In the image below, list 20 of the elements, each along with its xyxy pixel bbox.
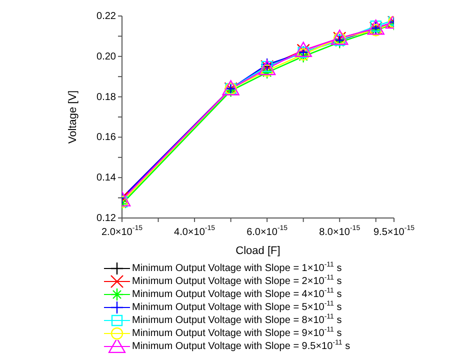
y-axis-title: Voltage [V] (66, 90, 79, 144)
legend-label: Minimum Output Voltage with Slope = 9.5×10$^{-11}$ s (132, 340, 350, 353)
x-tick-label: 4.0×10$^{-15}$ (174, 225, 216, 238)
y-tick-label: 0.12 (96, 212, 116, 224)
x-tick-label: 2.0×10$^{-15}$ (102, 225, 143, 238)
x-tick-label: 9.5×10$^{-15}$ (374, 225, 415, 238)
legend-label: Minimum Output Voltage with Slope = 1×10$^{-11}$ s (132, 262, 342, 274)
legend-label: Minimum Output Voltage with Slope = 9×10$^{-11}$ s (132, 326, 342, 340)
legend-label: Minimum Output Voltage with Slope = 4×10$^{-11}$ s (132, 288, 342, 300)
x-tick-label: 6.0×10$^{-15}$ (246, 225, 288, 238)
legend-label: Minimum Output Voltage with Slope = 8×10$^{-11}$ s (132, 314, 342, 326)
y-tick-label: 0.16 (96, 132, 116, 143)
y-tick-label: 0.20 (96, 51, 116, 62)
legend-label: Minimum Output Voltage with Slope = 5×10$^{-11}$ s (132, 300, 342, 314)
x-tick-label: 8.0×10$^{-15}$ (319, 225, 360, 238)
y-tick-label: 0.18 (96, 91, 116, 102)
x-axis-title: Cload [F] (236, 245, 280, 257)
y-tick-label: 0.22 (96, 10, 116, 22)
legend-label: Minimum Output Voltage with Slope = 2×10$^{-11}$ s (132, 274, 342, 288)
y-tick-label: 0.14 (96, 172, 116, 184)
